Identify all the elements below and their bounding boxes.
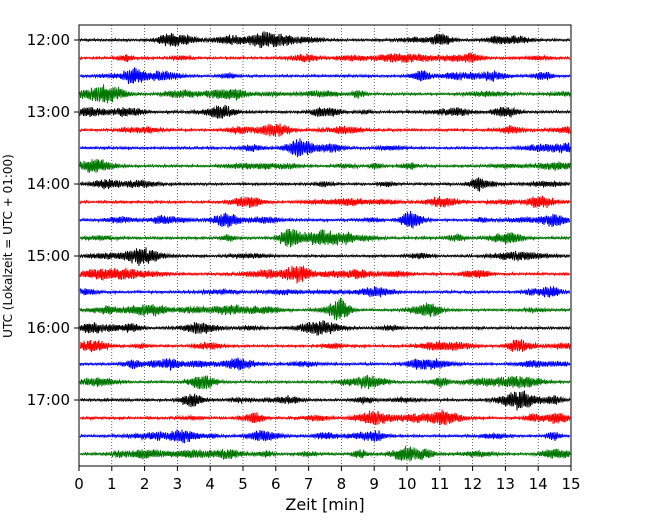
x-axis-label: Zeit [min] (285, 495, 364, 514)
x-tick-label: 1 (107, 475, 117, 493)
seismic-traces (79, 31, 571, 462)
trace-1400 (79, 177, 571, 192)
x-tick-label: 10 (397, 475, 416, 493)
y-tick-label: 17:00 (27, 391, 70, 409)
trace-1730 (79, 429, 571, 444)
x-tick-label: 4 (205, 475, 215, 493)
trace-1500 (79, 247, 571, 266)
x-tick-label: 7 (304, 475, 314, 493)
x-tick-label: 3 (173, 475, 183, 493)
trace-1230 (79, 67, 571, 84)
x-tick-label: 13 (496, 475, 515, 493)
trace-1645 (79, 374, 571, 390)
x-tick-label: 0 (74, 475, 84, 493)
x-tick-label: 8 (337, 475, 347, 493)
trace-1415 (79, 195, 571, 209)
trace-1315 (79, 123, 571, 137)
y-tick-label: 13:00 (27, 103, 70, 121)
x-axis-ticks: 0 1 2 3 4 5 6 7 8 9 10 11 12 13 14 15 (74, 466, 581, 493)
trace-1430 (79, 211, 571, 229)
x-tick-label: 12 (463, 475, 482, 493)
x-tick-label: 6 (271, 475, 281, 493)
x-tick-label: 9 (369, 475, 379, 493)
trace-1715 (79, 409, 571, 426)
trace-1245 (79, 84, 571, 104)
trace-1200 (79, 31, 571, 49)
y-axis-label: UTC (Lokalzeit = UTC + 01:00) (1, 154, 15, 338)
x-tick-label: 15 (561, 475, 580, 493)
y-axis-ticks: 12:00 13:00 14:00 15:00 16:00 17:00 (27, 31, 79, 409)
trace-1530 (79, 286, 571, 298)
trace-1745 (79, 446, 571, 462)
y-tick-label: 16:00 (27, 319, 70, 337)
x-tick-label: 14 (529, 475, 548, 493)
trace-1445 (79, 228, 571, 248)
trace-1545 (79, 297, 571, 321)
trace-1515 (79, 265, 571, 284)
x-tick-label: 11 (430, 475, 449, 493)
trace-1215 (79, 52, 571, 63)
trace-1345 (79, 159, 571, 173)
x-tick-label: 5 (238, 475, 248, 493)
trace-1615 (79, 339, 571, 353)
trace-1630 (79, 357, 571, 371)
trace-1600 (79, 320, 571, 336)
y-tick-label: 12:00 (27, 31, 70, 49)
trace-1300 (79, 104, 571, 119)
trace-1700 (79, 390, 571, 411)
trace-1330 (79, 138, 571, 158)
x-tick-label: 2 (140, 475, 150, 493)
y-tick-label: 15:00 (27, 247, 70, 265)
plot-frame (78, 24, 572, 467)
y-tick-label: 14:00 (27, 175, 70, 193)
